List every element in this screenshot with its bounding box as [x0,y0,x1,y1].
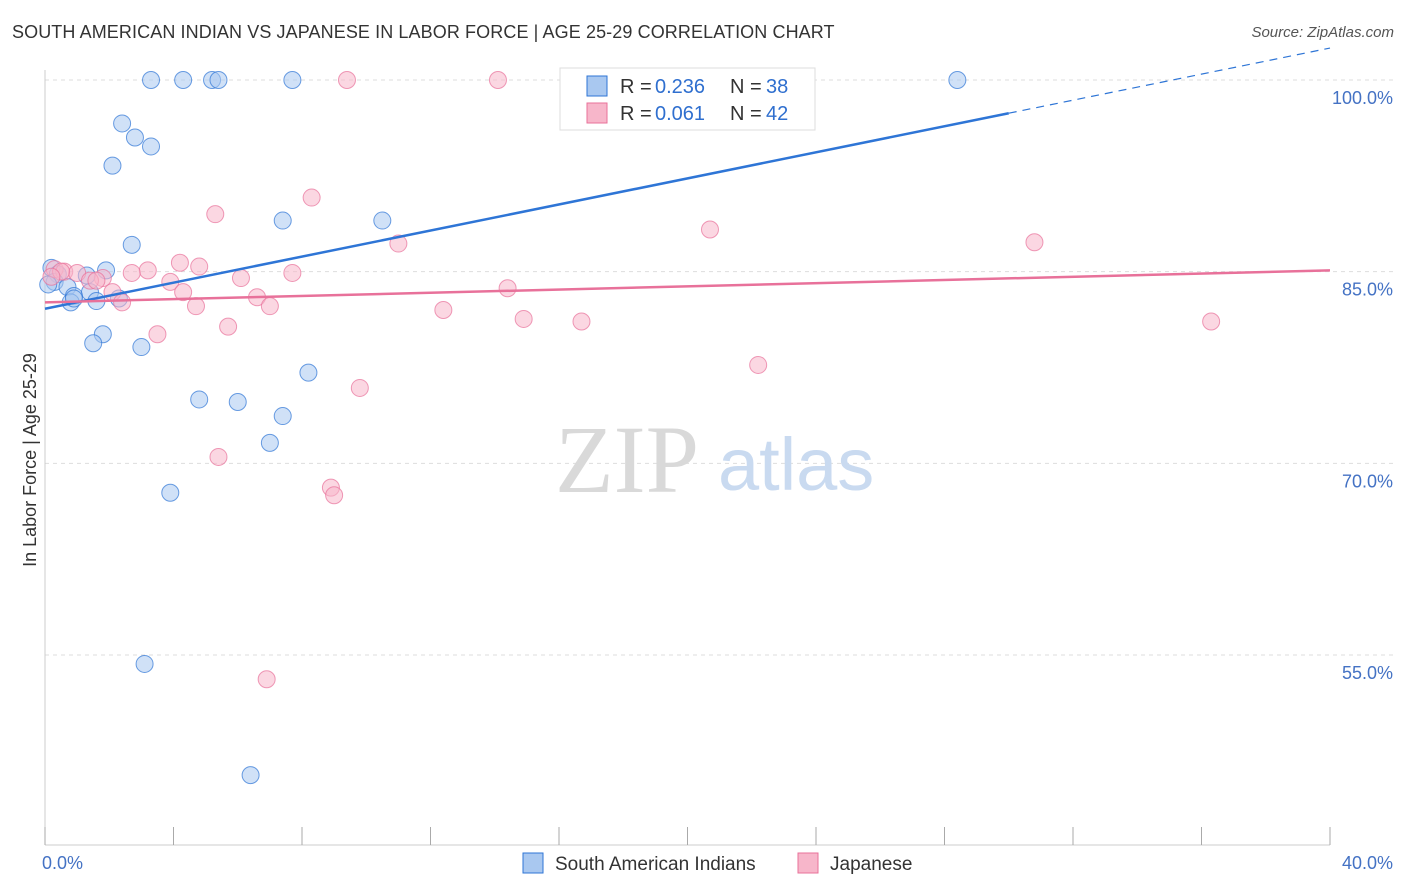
y-tick-label: 70.0% [1342,471,1393,491]
trend-line [44,269,1331,304]
data-point [283,71,302,89]
data-point [948,71,967,89]
data-point [498,279,517,298]
axes [44,70,1331,846]
data-point [122,263,141,282]
data-point [122,235,141,254]
data-point [434,301,453,319]
trend-lines [44,47,1331,310]
data-point [135,654,154,673]
data-point [161,483,180,502]
watermark-zip: ZIP [555,406,699,513]
legend-n-label: N = [730,76,762,98]
legend-swatch-blue [586,75,608,97]
data-point [142,137,161,156]
legend: R = 0.236 N = 38 R = 0.061 N = 42 [559,67,816,131]
legend-n-label: N = [730,103,762,125]
data-point [260,433,279,452]
tick-labels: 100.0% 85.0% 70.0% 55.0% 0.0% 40.0% [42,88,1393,873]
legend-r-value: 0.061 [655,103,705,125]
data-point [241,766,260,785]
data-point [488,71,507,89]
data-point [42,267,61,286]
data-point [350,378,369,397]
legend-n-value: 38 [766,76,788,98]
x-tick-label: 40.0% [1342,853,1393,873]
legend-r-label: R = [620,103,652,125]
data-point [514,309,533,328]
bottom-legend: South American Indians Japanese [522,852,912,875]
chart-title: SOUTH AMERICAN INDIAN VS JAPANESE IN LAB… [12,22,835,42]
data-point [228,393,247,411]
bottom-legend-swatch-blue [522,852,544,874]
legend-r-value: 0.236 [655,76,705,98]
gridlines [45,79,1395,656]
data-point [219,317,238,336]
data-point [174,71,193,89]
trend-line [44,111,1009,310]
data-point [138,261,157,280]
data-point [113,293,132,312]
data-point [1202,312,1221,331]
data-point [142,71,161,89]
data-point [84,334,103,353]
data-point [190,257,209,276]
bottom-legend-swatch-pink [797,852,819,874]
data-point [132,338,151,357]
data-point [103,156,122,175]
data-point [325,486,344,505]
data-point [700,220,719,239]
data-point [174,283,193,302]
trend-line-extension [1008,47,1331,114]
data-point [299,363,318,382]
data-point [209,71,228,89]
watermark: ZIP atlas [555,406,874,513]
data-point [302,188,321,207]
data-point [749,355,768,374]
data-point [273,407,292,426]
y-tick-label: 85.0% [1342,280,1393,300]
legend-n-value: 42 [766,103,788,125]
legend-swatch-pink [586,102,608,124]
source-label: Source: ZipAtlas.com [1251,24,1394,41]
data-point [337,71,356,89]
bottom-legend-label: Japanese [830,854,912,875]
watermark-atlas: atlas [718,423,874,506]
data-point [389,234,408,253]
data-point [373,211,392,230]
data-point [273,211,292,230]
data-point [87,271,106,290]
data-points [39,71,1221,785]
data-point [170,253,189,272]
data-point [206,205,225,224]
data-point [125,128,144,147]
data-point [572,312,591,331]
data-point [1025,233,1044,252]
data-point [209,447,228,466]
x-tick-label: 0.0% [42,853,83,873]
data-point [260,297,279,316]
data-point [186,297,205,316]
data-point [231,269,250,288]
y-tick-label: 55.0% [1342,663,1393,683]
y-axis-label: In Labor Force | Age 25-29 [20,353,40,567]
y-tick-label: 100.0% [1332,88,1393,108]
data-point [148,325,167,344]
legend-r-label: R = [620,76,652,98]
data-point [257,670,276,689]
bottom-legend-label: South American Indians [555,854,756,875]
data-point [113,114,132,133]
data-point [190,390,209,409]
data-point [283,263,302,282]
